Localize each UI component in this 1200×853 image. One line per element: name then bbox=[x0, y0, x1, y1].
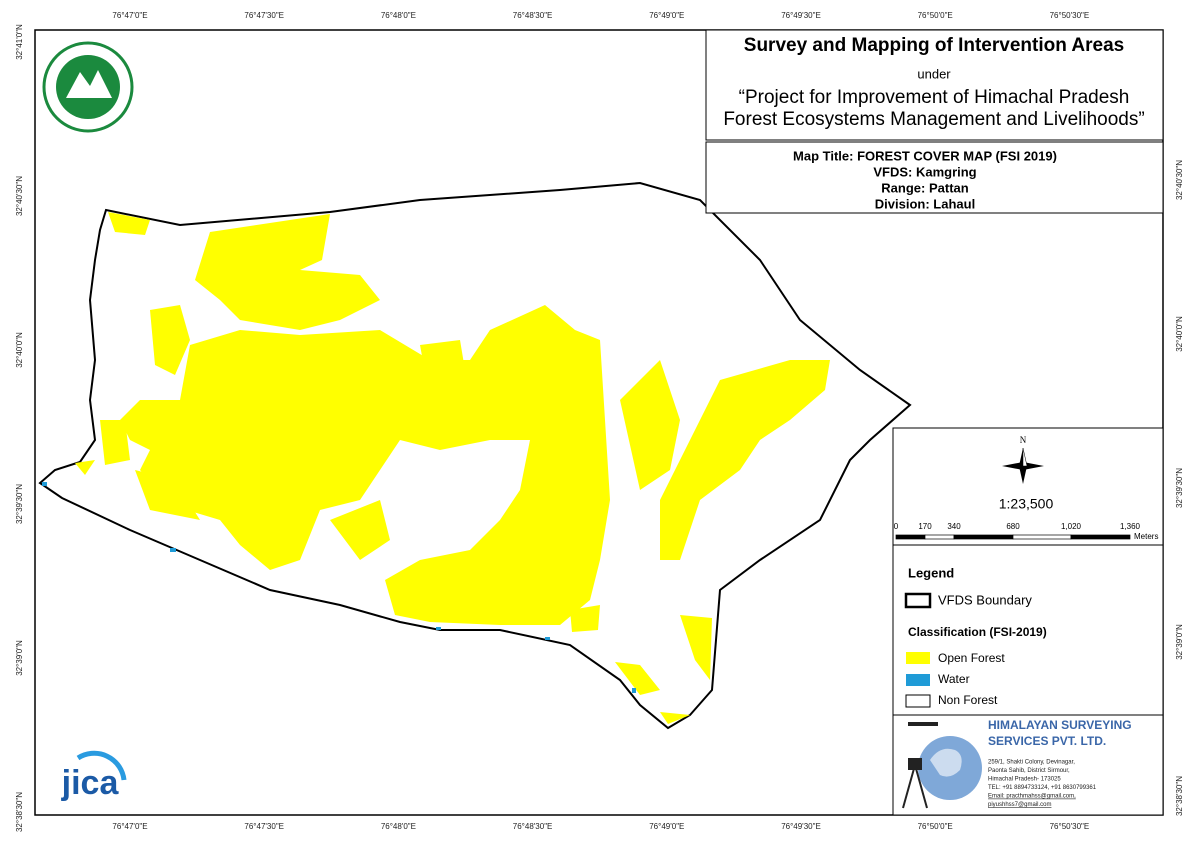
coordinate-label: 76°48'30"E bbox=[513, 11, 553, 20]
coordinate-label: 76°47'30"E bbox=[244, 11, 284, 20]
coordinate-label: 32°40'30"N bbox=[1175, 160, 1184, 200]
scale-segment bbox=[895, 534, 926, 540]
title: Survey and Mapping of Intervention Areas bbox=[744, 35, 1124, 56]
address-line: Himachal Pradesh- 173025 bbox=[988, 777, 1061, 783]
legend-swatch bbox=[906, 652, 930, 664]
subtitle-under: under bbox=[917, 66, 951, 81]
jica-logo: jica bbox=[61, 750, 127, 802]
scale-label: 170 bbox=[918, 522, 932, 531]
project-line: “Project for Improvement of Himachal Pra… bbox=[739, 87, 1130, 108]
coordinate-label: 76°49'30"E bbox=[781, 822, 821, 831]
legend-swatch bbox=[906, 674, 930, 686]
legend-swatch bbox=[905, 694, 931, 708]
company-name: SERVICES PVT. LTD. bbox=[988, 734, 1106, 748]
coordinate-label: 32°40'0"N bbox=[1175, 316, 1184, 352]
legend-label: Open Forest bbox=[938, 651, 1005, 665]
north-arrow bbox=[1002, 447, 1044, 484]
coordinate-label: 76°49'0"E bbox=[649, 822, 684, 831]
coordinate-label: 76°50'0"E bbox=[918, 822, 953, 831]
coordinate-labels: 76°47'0"E 76°47'30"E 76°48'0"E 76°48'30"E 76… bbox=[15, 11, 1184, 832]
scale-unit: Meters bbox=[1134, 532, 1158, 541]
forest-department-logo bbox=[42, 41, 134, 133]
legend-subtitle: Classification (FSI-2019) bbox=[908, 625, 1047, 639]
address-line: Email: practhmahss@gmail.com, bbox=[988, 794, 1076, 800]
coordinate-label: 76°48'30"E bbox=[513, 822, 553, 831]
scale-segment bbox=[1070, 534, 1131, 540]
coordinate-label: 32°39'0"N bbox=[15, 640, 24, 676]
scale-label: 1,360 bbox=[1120, 522, 1141, 531]
scale-label: 0 bbox=[894, 522, 899, 531]
address-line: Paonta Sahib, District Sirmour, bbox=[988, 768, 1070, 774]
open-forest bbox=[75, 212, 830, 724]
company-address: 259/1, Shakti Colony, Devinagar, Paonta S… bbox=[988, 760, 1097, 809]
scale-ratio: 1:23,500 bbox=[999, 496, 1054, 512]
coordinate-label: 32°38'30"N bbox=[1175, 776, 1184, 816]
scale-label: 1,020 bbox=[1061, 522, 1082, 531]
map-title: Map Title: FOREST COVER MAP (FSI 2019) bbox=[793, 148, 1057, 163]
coordinate-label: 32°41'0"N bbox=[15, 24, 24, 60]
scale-label: 680 bbox=[1006, 522, 1020, 531]
coordinate-label: 76°50'0"E bbox=[918, 11, 953, 20]
scale-label: 340 bbox=[947, 522, 961, 531]
coordinate-label: 76°49'30"E bbox=[781, 11, 821, 20]
scale-segment bbox=[1012, 534, 1072, 540]
coordinate-label: 32°39'30"N bbox=[1175, 468, 1184, 508]
company-logo bbox=[902, 722, 982, 809]
company-name: HIMALAYAN SURVEYING bbox=[988, 718, 1132, 732]
address-line: 259/1, Shakti Colony, Devinagar, bbox=[988, 760, 1075, 766]
coordinate-label: 76°48'0"E bbox=[381, 11, 416, 20]
title-box bbox=[705, 29, 1164, 141]
coordinate-label: 76°47'30"E bbox=[244, 822, 284, 831]
coordinate-label: 32°39'0"N bbox=[1175, 624, 1184, 660]
coordinate-label: 76°50'30"E bbox=[1050, 11, 1090, 20]
jica-text: jica bbox=[61, 764, 120, 802]
coordinate-label: 76°47'0"E bbox=[112, 822, 147, 831]
map-info-box bbox=[705, 141, 1164, 214]
division: Division: Lahaul bbox=[875, 196, 975, 211]
legend-label: Water bbox=[938, 672, 970, 686]
coordinate-label: 32°39'30"N bbox=[15, 484, 24, 524]
range: Range: Pattan bbox=[881, 180, 968, 195]
coordinate-label: 76°48'0"E bbox=[381, 822, 416, 831]
scale-segment bbox=[924, 534, 955, 540]
legend-label: Non Forest bbox=[938, 693, 998, 707]
scale-panel bbox=[892, 427, 1164, 546]
legend-title: Legend bbox=[908, 565, 954, 580]
coordinate-label: 32°38'30"N bbox=[15, 792, 24, 832]
scale-segment bbox=[953, 534, 1014, 540]
water bbox=[42, 482, 636, 693]
coordinate-label: 76°47'0"E bbox=[112, 11, 147, 20]
address-line: piyushhss7@gmail.com bbox=[988, 802, 1051, 808]
project-line: Forest Ecosystems Management and Livelih… bbox=[723, 109, 1144, 130]
legend-label: VFDS Boundary bbox=[938, 592, 1032, 607]
map-frame bbox=[34, 29, 1164, 816]
coordinate-label: 76°50'30"E bbox=[1050, 822, 1090, 831]
coordinate-label: 32°40'0"N bbox=[15, 332, 24, 368]
legend-panel bbox=[892, 544, 1164, 716]
address-line: TEL: +91 8894733124, +91 8630799361 bbox=[988, 785, 1097, 791]
legend-swatch bbox=[904, 592, 932, 609]
north-label: N bbox=[1020, 435, 1027, 445]
vfds: VFDS: Kamgring bbox=[873, 164, 976, 179]
coordinate-label: 32°40'30"N bbox=[15, 176, 24, 216]
coordinate-label: 76°49'0"E bbox=[649, 11, 684, 20]
